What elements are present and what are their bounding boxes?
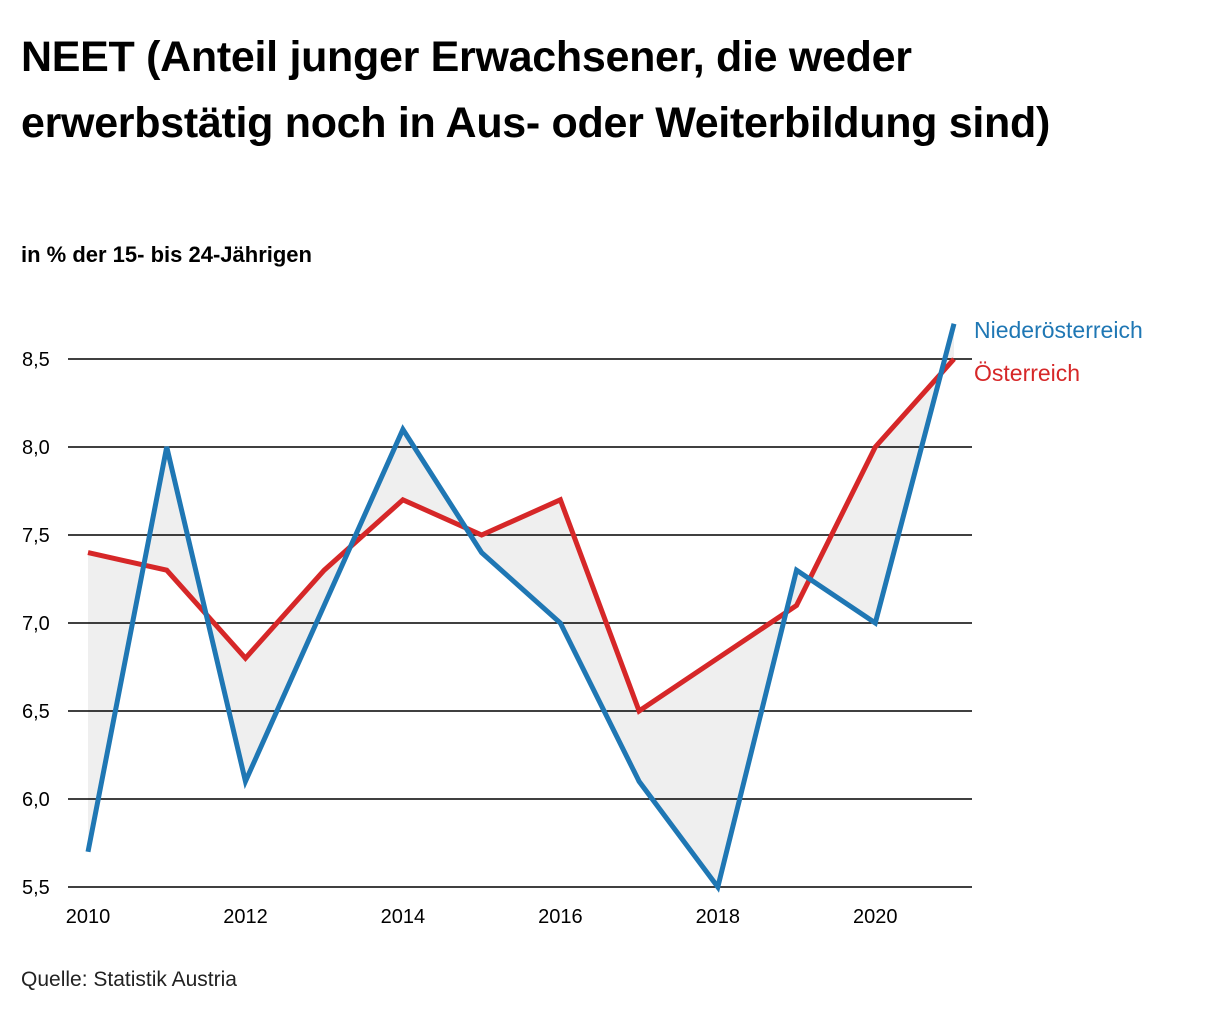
x-axis-ticks: 2010 2012 2014 2016 2018 2020 <box>66 906 898 928</box>
legend: Niederösterreich Österreich <box>974 317 1143 386</box>
x-tick-label: 2020 <box>853 906 898 928</box>
legend-label-oesterreich: Österreich <box>974 360 1080 386</box>
legend-label-niederoesterreich: Niederösterreich <box>974 317 1143 343</box>
difference-area <box>88 323 954 887</box>
y-tick-label: 6,5 <box>22 701 50 723</box>
y-tick-label: 6,0 <box>22 789 50 811</box>
series-lines <box>85 323 957 893</box>
y-tick-label: 5,5 <box>22 877 50 899</box>
difference-fill <box>88 323 954 887</box>
y-tick-label: 8,5 <box>22 349 50 371</box>
x-tick-label: 2018 <box>696 906 741 928</box>
series-line-niederoesterreich <box>85 323 957 893</box>
y-axis-ticks: 8,5 8,0 7,5 7,0 6,5 6,0 5,5 <box>22 349 50 899</box>
source-note: Quelle: Statistik Austria <box>21 968 237 991</box>
gridlines <box>68 358 972 888</box>
x-tick-label: 2016 <box>538 906 583 928</box>
y-tick-label: 7,5 <box>22 525 50 547</box>
chart-title: NEET (Anteil junger Erwachsener, die wed… <box>21 33 1051 147</box>
chart-subtitle: in % der 15- bis 24-Jährigen <box>21 242 312 267</box>
line-chart: 8,58,07,57,06,56,05,5 2010 2012 2014 2016 20… <box>22 317 1143 928</box>
x-tick-label: 2014 <box>381 906 426 928</box>
y-tick-label: 8,0 <box>22 437 50 459</box>
x-tick-label: 2010 <box>66 906 111 928</box>
x-tick-label: 2012 <box>223 906 268 928</box>
y-tick-label: 7,0 <box>22 613 50 635</box>
